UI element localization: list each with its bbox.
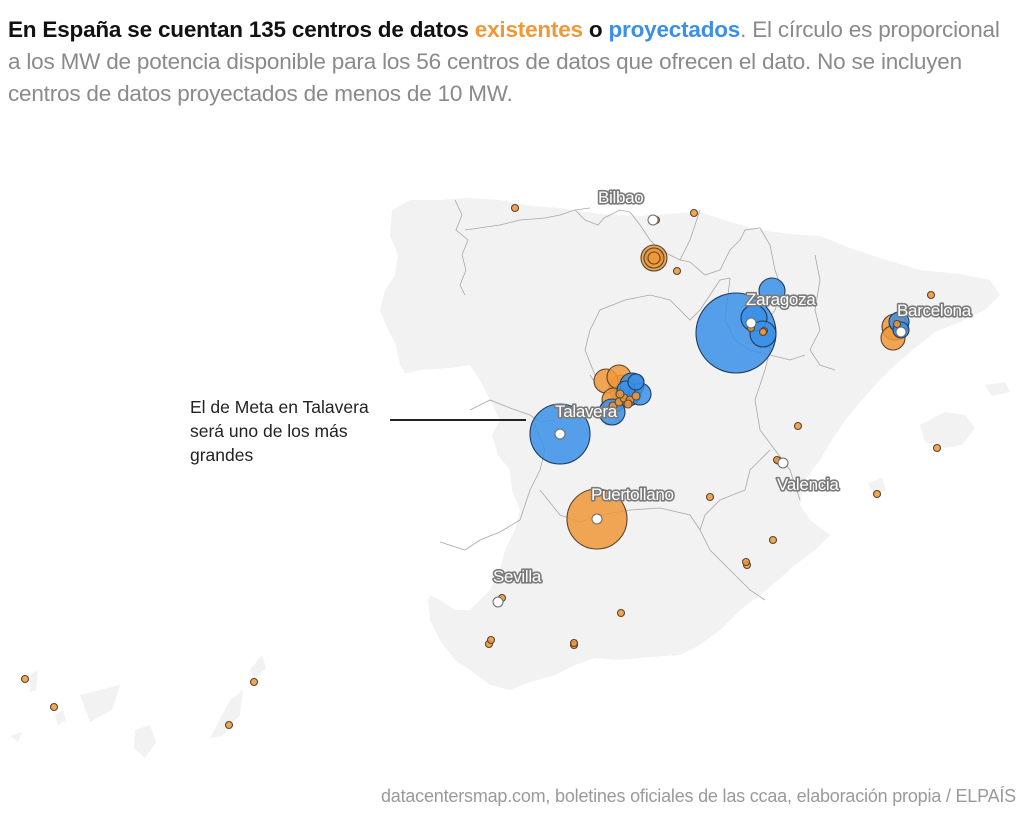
datacenter-point — [926, 290, 936, 300]
city-marker — [647, 214, 659, 226]
city-marker — [777, 457, 789, 469]
headline-description: . El círculo es proporcional a los MW de… — [8, 17, 1000, 106]
datacenter-point — [569, 638, 579, 648]
datacenter-point — [627, 373, 645, 391]
city-marker — [745, 317, 757, 329]
city-marker — [492, 596, 504, 608]
tenerife-land — [80, 685, 120, 722]
datacenter-point — [672, 266, 682, 276]
city-label-sevilla: Sevilla — [493, 567, 542, 586]
gomera-land — [55, 710, 66, 725]
fuerteventura-land — [210, 690, 243, 738]
datacenter-point — [932, 443, 942, 453]
city-marker — [895, 326, 907, 338]
meta-talavera-annotation: El de Meta en Talavera será uno de los m… — [190, 397, 369, 465]
datacenter-point — [705, 492, 715, 502]
datacenter-point — [20, 674, 30, 684]
legend-existing: existentes — [474, 17, 583, 42]
datacenter-point — [249, 677, 259, 687]
gran-canaria-land — [134, 725, 156, 758]
headline-connector: o — [582, 17, 609, 42]
source-credit: datacentersmap.com, boletines oficiales … — [380, 786, 1016, 806]
datacenter-point — [793, 421, 803, 431]
datacenter-point — [758, 277, 786, 305]
headline-lead: En España se cuentan 135 centros de dato… — [8, 17, 475, 42]
datacenter-point — [49, 702, 59, 712]
city-label-zaragoza: Zaragoza — [746, 290, 816, 309]
ibiza-land — [868, 478, 886, 496]
city-labels: Bilbao Zaragoza Barcelona Talavera Valencia P… — [491, 186, 973, 587]
peninsula-land — [380, 198, 1000, 690]
datacenter-markers — [20, 203, 942, 730]
city-marker — [554, 428, 566, 440]
legend-projected: proyectados — [608, 17, 741, 42]
datacenter-point — [758, 327, 768, 337]
datacenter-point — [741, 557, 751, 567]
city-label-bilbao: Bilbao — [598, 188, 643, 207]
hierro-land — [10, 732, 22, 742]
datacenter-point — [615, 389, 625, 399]
datacenter-point — [224, 720, 234, 730]
datacenter-point — [892, 319, 902, 329]
datacenter-point — [872, 489, 882, 499]
datacenter-point — [623, 399, 633, 409]
spain-map: Bilbao Zaragoza Barcelona Talavera Valencia P… — [0, 170, 1024, 770]
datacenter-point — [616, 608, 626, 618]
city-label-talavera: Talavera — [555, 402, 618, 421]
lanzarote-land — [250, 655, 266, 680]
headline: En España se cuentan 135 centros de dato… — [8, 14, 1008, 110]
datacenter-point — [486, 635, 496, 645]
menorca-land — [985, 382, 1010, 396]
city-label-valencia: Valencia — [777, 475, 839, 494]
city-marker — [591, 513, 603, 525]
datacenter-point — [689, 208, 699, 218]
city-label-barcelona: Barcelona — [897, 301, 972, 320]
land-layer — [10, 198, 1010, 758]
la-palma-land — [30, 670, 38, 692]
datacenter-point — [510, 203, 520, 213]
map-svg: Bilbao Zaragoza Barcelona Talavera Valencia P… — [10, 186, 1010, 758]
annotation-leader-line — [390, 419, 526, 421]
mallorca-land — [920, 412, 975, 448]
datacenter-point — [631, 391, 641, 401]
city-label-puertollano: Puertollano — [591, 485, 674, 504]
datacenter-point — [647, 251, 661, 265]
datacenter-point — [768, 535, 778, 545]
portugal-area — [380, 365, 520, 610]
